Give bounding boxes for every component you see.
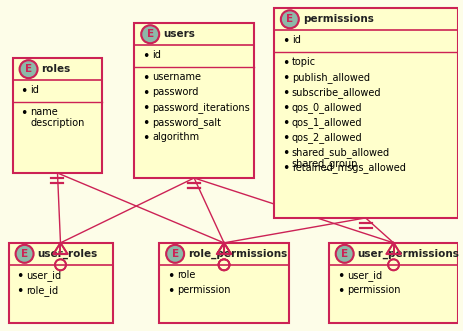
Text: •: • bbox=[142, 87, 150, 100]
Text: •: • bbox=[142, 72, 150, 85]
Text: password_salt: password_salt bbox=[152, 117, 221, 128]
Text: topic: topic bbox=[292, 57, 316, 67]
Text: •: • bbox=[20, 107, 28, 120]
Circle shape bbox=[19, 60, 38, 78]
Text: E: E bbox=[21, 249, 28, 259]
Circle shape bbox=[16, 245, 33, 263]
Text: qos_0_allowed: qos_0_allowed bbox=[292, 102, 363, 113]
Text: role: role bbox=[177, 270, 195, 280]
Text: retained_msgs_allowed: retained_msgs_allowed bbox=[292, 162, 406, 173]
Text: •: • bbox=[282, 72, 289, 85]
Text: E: E bbox=[172, 249, 179, 259]
Text: user_id: user_id bbox=[347, 270, 382, 281]
Bar bbox=[329, 243, 458, 323]
Text: qos_1_allowed: qos_1_allowed bbox=[292, 117, 363, 128]
Bar bbox=[274, 8, 458, 218]
Text: •: • bbox=[167, 270, 175, 283]
Text: E: E bbox=[147, 29, 154, 39]
Bar bbox=[159, 243, 289, 323]
Text: E: E bbox=[341, 249, 348, 259]
Text: •: • bbox=[282, 162, 289, 175]
Text: description: description bbox=[31, 118, 85, 128]
Text: password: password bbox=[152, 87, 199, 97]
Text: role_id: role_id bbox=[26, 285, 59, 296]
Text: shared_group: shared_group bbox=[292, 158, 358, 169]
Bar bbox=[134, 23, 254, 178]
Text: permissions: permissions bbox=[303, 14, 374, 24]
Text: publish_allowed: publish_allowed bbox=[292, 72, 370, 83]
Text: qos_2_allowed: qos_2_allowed bbox=[292, 132, 363, 143]
Text: •: • bbox=[282, 35, 289, 48]
Text: •: • bbox=[142, 50, 150, 63]
Text: •: • bbox=[142, 117, 150, 130]
Text: •: • bbox=[282, 87, 289, 100]
Text: E: E bbox=[286, 14, 294, 24]
Text: •: • bbox=[20, 85, 28, 98]
Circle shape bbox=[166, 245, 184, 263]
Text: permission: permission bbox=[177, 285, 231, 295]
Circle shape bbox=[141, 25, 159, 43]
Text: role_permissions: role_permissions bbox=[188, 249, 288, 259]
Text: id: id bbox=[31, 85, 39, 95]
Text: user_id: user_id bbox=[26, 270, 62, 281]
Text: users: users bbox=[163, 29, 195, 39]
Circle shape bbox=[336, 245, 354, 263]
Text: •: • bbox=[282, 132, 289, 145]
Text: •: • bbox=[337, 285, 344, 298]
Text: •: • bbox=[17, 285, 24, 298]
Text: id: id bbox=[292, 35, 300, 45]
Text: •: • bbox=[142, 132, 150, 145]
Text: •: • bbox=[167, 285, 175, 298]
Text: •: • bbox=[282, 147, 289, 160]
Text: •: • bbox=[17, 270, 24, 283]
Text: •: • bbox=[282, 117, 289, 130]
Text: •: • bbox=[337, 270, 344, 283]
Text: •: • bbox=[282, 57, 289, 70]
Text: password_iterations: password_iterations bbox=[152, 102, 250, 113]
Text: •: • bbox=[282, 102, 289, 115]
Circle shape bbox=[281, 10, 299, 28]
Text: •: • bbox=[142, 102, 150, 115]
Text: algorithm: algorithm bbox=[152, 132, 200, 142]
Text: user_permissions: user_permissions bbox=[357, 249, 459, 259]
Bar bbox=[9, 243, 113, 323]
Text: id: id bbox=[152, 50, 161, 60]
Text: username: username bbox=[152, 72, 201, 82]
Text: E: E bbox=[25, 64, 32, 74]
Text: user_roles: user_roles bbox=[38, 249, 98, 259]
Text: name: name bbox=[31, 107, 58, 117]
Text: subscribe_allowed: subscribe_allowed bbox=[292, 87, 382, 98]
Text: shared_sub_allowed: shared_sub_allowed bbox=[292, 147, 390, 158]
Text: roles: roles bbox=[42, 64, 71, 74]
Bar bbox=[13, 58, 102, 173]
Text: permission: permission bbox=[347, 285, 400, 295]
